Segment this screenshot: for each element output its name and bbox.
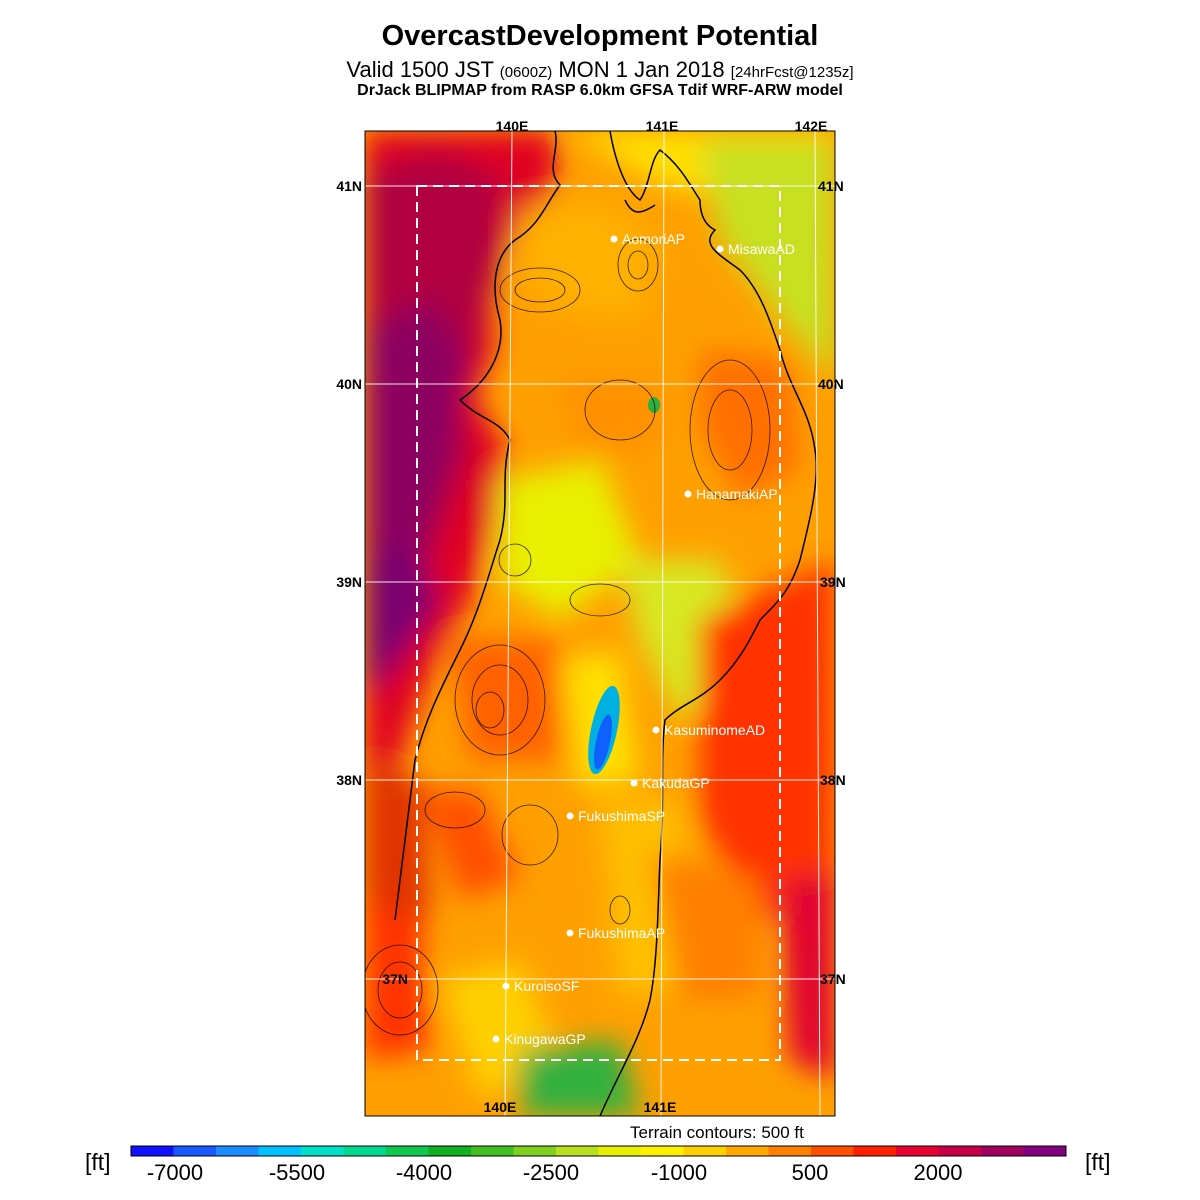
colorbar-tick: -2500 bbox=[523, 1160, 579, 1185]
colorbar-frame bbox=[130, 1145, 1067, 1157]
lat-left-39: 39N bbox=[336, 574, 362, 590]
station-misawa[interactable]: MisawaAD bbox=[716, 241, 795, 257]
station-label: MisawaAD bbox=[728, 241, 795, 257]
station-label: KakudaGP bbox=[642, 775, 710, 791]
lat-left-37: 37N bbox=[382, 971, 408, 987]
station-hanamaki[interactable]: HanamakiAP bbox=[684, 486, 778, 502]
lat-right-38: 38N bbox=[820, 772, 846, 788]
colorbar-unit-left: [ft] bbox=[85, 1149, 111, 1175]
colorbar-swatch bbox=[768, 1146, 812, 1156]
colorbar-tick: -7000 bbox=[147, 1160, 203, 1185]
station-label: AomoriAP bbox=[622, 231, 685, 247]
colorbar-swatch bbox=[726, 1146, 769, 1156]
station-fukushima-ap[interactable]: FukushimaAP bbox=[566, 925, 666, 941]
colorbar-swatch bbox=[513, 1146, 557, 1156]
colorbar-swatch bbox=[556, 1146, 599, 1156]
lat-right-41: 41N bbox=[818, 178, 844, 194]
station-label: KinugawaGP bbox=[504, 1031, 586, 1047]
colorbar-swatch bbox=[981, 1146, 1024, 1156]
colorbar-swatch bbox=[598, 1146, 642, 1156]
colorbar-swatch bbox=[216, 1146, 259, 1156]
lat-right-40: 40N bbox=[818, 376, 844, 392]
colorbar-swatch bbox=[131, 1146, 174, 1156]
station-kuroiso[interactable]: KuroisoSF bbox=[502, 978, 580, 994]
lat-left-38: 38N bbox=[336, 772, 362, 788]
coastline bbox=[394, 131, 818, 1116]
colorbar-swatch bbox=[896, 1146, 939, 1156]
valid-date: MON 1 Jan 2018 bbox=[552, 57, 731, 82]
lon-bottom-140: 140E bbox=[484, 1099, 517, 1115]
colorbar-swatch bbox=[641, 1146, 684, 1156]
model-description: DrJack BLIPMAP from RASP 6.0km GFSA Tdif… bbox=[357, 82, 843, 99]
lon-top-141: 141E bbox=[646, 118, 679, 134]
colorbar-swatch bbox=[811, 1146, 854, 1156]
forecast-info: [24hrFcst@1235z] bbox=[730, 64, 854, 81]
station-marker bbox=[492, 1035, 500, 1043]
station-marker bbox=[652, 726, 660, 734]
colorbar-swatch bbox=[683, 1146, 727, 1156]
map-frame bbox=[364, 130, 836, 1117]
lon-bottom-141: 141E bbox=[644, 1099, 677, 1115]
terrain-contours bbox=[365, 238, 771, 1036]
valid-prefix: Valid 1500 JST bbox=[346, 57, 500, 82]
colorbar-swatch bbox=[258, 1146, 302, 1156]
station-marker bbox=[630, 779, 638, 787]
chart-title: OvercastDevelopment Potential bbox=[381, 20, 819, 52]
lat-right-39: 39N bbox=[820, 574, 846, 590]
station-label: HanamakiAP bbox=[696, 486, 778, 502]
colorbar-tick: -4000 bbox=[396, 1160, 452, 1185]
station-fukushima-sp[interactable]: FukushimaSP bbox=[566, 808, 666, 824]
potential-field bbox=[365, 131, 835, 1116]
colorbar-unit-right: [ft] bbox=[1085, 1149, 1111, 1175]
colorbar-swatch bbox=[386, 1146, 429, 1156]
station-kinugawa[interactable]: KinugawaGP bbox=[492, 1031, 586, 1047]
lat-left-40: 40N bbox=[336, 376, 362, 392]
utc-time: (0600Z) bbox=[499, 64, 553, 81]
colorbar-swatch bbox=[1023, 1146, 1067, 1156]
colorbar-swatch bbox=[853, 1146, 897, 1156]
station-marker bbox=[610, 235, 618, 243]
station-marker bbox=[502, 982, 510, 990]
station-label: KasuminomeAD bbox=[664, 722, 765, 738]
colorbar-swatch bbox=[301, 1146, 344, 1156]
colorbar-swatch bbox=[173, 1146, 217, 1156]
lon-top-140: 140E bbox=[496, 118, 529, 134]
station-marker bbox=[566, 929, 574, 937]
lon-top-142: 142E bbox=[795, 118, 828, 134]
colorbar-tick: 500 bbox=[792, 1160, 829, 1185]
station-kakuda[interactable]: KakudaGP bbox=[630, 775, 710, 791]
station-label: FukushimaSP bbox=[578, 808, 665, 824]
lat-left-41: 41N bbox=[336, 178, 362, 194]
colorbar-tick: 2000 bbox=[914, 1160, 963, 1185]
colorbar-swatch bbox=[938, 1146, 982, 1156]
colorbar-tick: -1000 bbox=[651, 1160, 707, 1185]
station-marker bbox=[566, 812, 574, 820]
station-kasuminome[interactable]: KasuminomeAD bbox=[652, 722, 766, 738]
station-label: FukushimaAP bbox=[578, 925, 665, 941]
colorbar: [ft] [ft] -7000 -5500 -4000 -2500 -1000 … bbox=[85, 1145, 1111, 1185]
lat-right-37: 37N bbox=[820, 971, 846, 987]
stations: AomoriAP MisawaAD HanamakiAP KasuminomeA… bbox=[492, 231, 795, 1047]
graticule bbox=[365, 130, 835, 1117]
station-label: KuroisoSF bbox=[514, 978, 579, 994]
valid-time: Valid 1500 JST (0600Z) MON 1 Jan 2018 [2… bbox=[0, 57, 1200, 83]
terrain-contour-note: Terrain contours: 500 ft bbox=[630, 1123, 804, 1142]
colorbar-swatches bbox=[131, 1146, 1067, 1156]
colorbar-swatch bbox=[471, 1146, 514, 1156]
colorbar-swatch bbox=[428, 1146, 472, 1156]
colorbar-tick: -5500 bbox=[269, 1160, 325, 1185]
colorbar-swatch bbox=[343, 1146, 387, 1156]
station-marker bbox=[684, 490, 692, 498]
station-marker bbox=[716, 245, 724, 253]
station-aomori[interactable]: AomoriAP bbox=[610, 231, 686, 247]
